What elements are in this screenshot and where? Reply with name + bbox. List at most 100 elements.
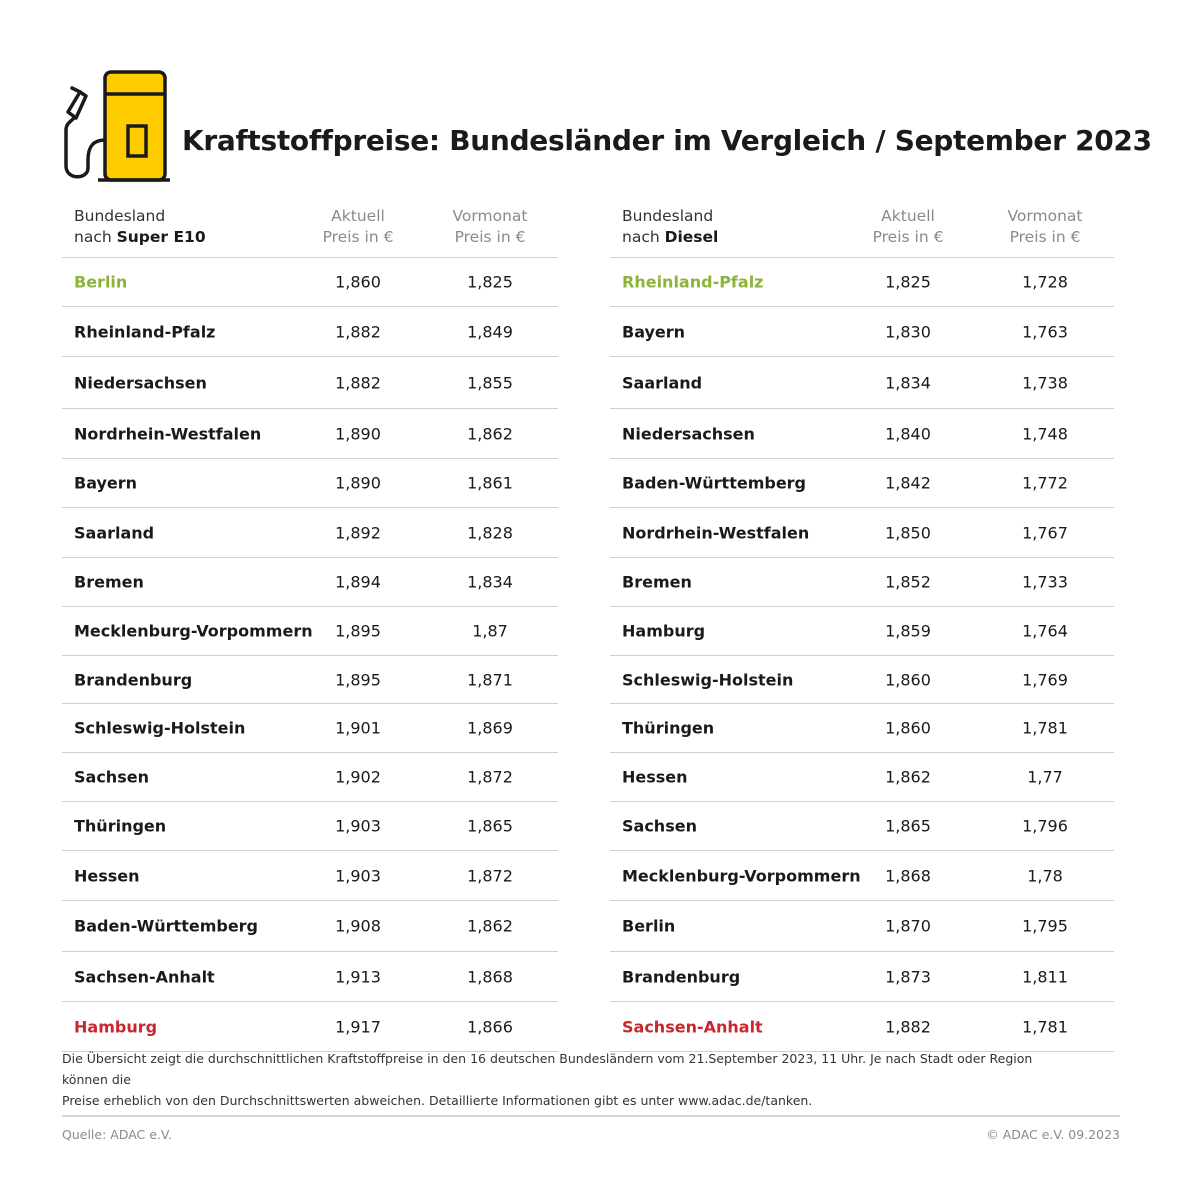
previous-price: 1,869 — [467, 718, 513, 738]
previous-price: 1,733 — [1022, 572, 1068, 592]
table-body: Berlin 1,860 1,825 Rheinland-Pfalz 1,882 1,84… — [62, 258, 558, 1052]
table-row: Mecklenburg-Vorpommern 1,868 1,78 — [610, 851, 1114, 901]
table-row: Saarland 1,834 1,738 — [610, 357, 1114, 409]
table-row: Bayern 1,830 1,763 — [610, 307, 1114, 357]
table-row: Saarland 1,892 1,828 — [62, 508, 558, 558]
table-row: Rheinland-Pfalz 1,882 1,849 — [62, 307, 558, 357]
header-current-line1: Aktuell — [881, 207, 935, 225]
table-row: Thüringen 1,860 1,781 — [610, 704, 1114, 753]
previous-price: 1,748 — [1022, 424, 1068, 443]
current-price: 1,908 — [335, 916, 381, 936]
previous-price: 1,828 — [467, 523, 513, 542]
previous-price: 1,872 — [467, 767, 513, 787]
header-previous-price: Vormonat Preis in € — [430, 206, 550, 248]
table-row: Brandenburg 1,895 1,871 — [62, 656, 558, 704]
table-header: Bundesland nach Super E10 Aktuell Preis … — [62, 200, 558, 258]
previous-price: 1,781 — [1022, 718, 1068, 738]
table-row: Thüringen 1,903 1,865 — [62, 802, 558, 851]
state-name: Hessen — [622, 767, 688, 787]
header-current-price: Aktuell Preis in € — [298, 206, 418, 248]
state-name: Nordrhein-Westfalen — [74, 424, 262, 443]
header-current-line2: Preis in € — [872, 228, 944, 246]
previous-price: 1,763 — [1022, 322, 1068, 341]
table-row: Bremen 1,852 1,733 — [610, 558, 1114, 607]
header-previous-line1: Vormonat — [452, 207, 528, 225]
current-price: 1,830 — [885, 322, 931, 341]
previous-price: 1,767 — [1022, 523, 1068, 542]
previous-price: 1,861 — [467, 473, 513, 493]
current-price: 1,917 — [335, 1017, 381, 1036]
state-name: Mecklenburg-Vorpommern — [74, 621, 313, 641]
current-price: 1,860 — [885, 718, 931, 738]
current-price: 1,882 — [885, 1017, 931, 1036]
table-row: Niedersachsen 1,882 1,855 — [62, 357, 558, 409]
source-label: Quelle: ADAC e.V. — [62, 1127, 172, 1142]
header-current-line1: Aktuell — [331, 207, 385, 225]
state-name: Hessen — [74, 866, 140, 885]
current-price: 1,894 — [335, 572, 381, 592]
table-row: Bremen 1,894 1,834 — [62, 558, 558, 607]
header-bundesland: Bundesland nach Super E10 — [74, 206, 206, 248]
table-row: Schleswig-Holstein 1,901 1,869 — [62, 704, 558, 753]
state-name: Niedersachsen — [622, 424, 755, 443]
table-row: Berlin 1,870 1,795 — [610, 901, 1114, 952]
state-name: Brandenburg — [74, 670, 193, 689]
state-name: Saarland — [74, 523, 155, 542]
state-name: Berlin — [74, 272, 128, 292]
state-name: Bayern — [74, 473, 138, 493]
state-name: Baden-Württemberg — [622, 473, 807, 493]
previous-price: 1,865 — [467, 816, 513, 836]
footnote-line1: Die Übersicht zeigt die durchschnittlich… — [62, 1051, 1033, 1087]
state-name: Thüringen — [622, 718, 715, 738]
fuel-pump-icon — [62, 68, 174, 184]
previous-price: 1,849 — [467, 322, 513, 341]
table-row: Berlin 1,860 1,825 — [62, 258, 558, 307]
current-price: 1,873 — [885, 967, 931, 986]
previous-price: 1,772 — [1022, 473, 1068, 493]
table-row: Sachsen 1,902 1,872 — [62, 753, 558, 802]
current-price: 1,895 — [335, 621, 381, 641]
current-price: 1,902 — [335, 767, 381, 787]
header-label-line1: Bundesland — [74, 207, 166, 225]
header-label-line1: Bundesland — [622, 207, 714, 225]
current-price: 1,903 — [335, 816, 381, 836]
previous-price: 1,781 — [1022, 1017, 1068, 1036]
state-name: Hamburg — [622, 621, 706, 641]
previous-price: 1,738 — [1022, 373, 1068, 392]
state-name: Nordrhein-Westfalen — [622, 523, 810, 542]
table-row: Niedersachsen 1,840 1,748 — [610, 409, 1114, 459]
current-price: 1,870 — [885, 916, 931, 936]
current-price: 1,882 — [335, 373, 381, 392]
previous-price: 1,87 — [472, 621, 508, 641]
table-row: Hessen 1,903 1,872 — [62, 851, 558, 901]
super-e10-table: Bundesland nach Super E10 Aktuell Preis … — [62, 200, 558, 1052]
diesel-table: Bundesland nach Diesel Aktuell Preis in … — [610, 200, 1114, 1052]
previous-price: 1,868 — [467, 967, 513, 986]
current-price: 1,840 — [885, 424, 931, 443]
state-name: Rheinland-Pfalz — [622, 272, 764, 292]
current-price: 1,901 — [335, 718, 381, 738]
table-row: Sachsen 1,865 1,796 — [610, 802, 1114, 851]
state-name: Berlin — [622, 916, 676, 936]
state-name: Bremen — [74, 572, 144, 592]
current-price: 1,860 — [335, 272, 381, 292]
previous-price: 1,834 — [467, 572, 513, 592]
footnote: Die Übersicht zeigt die durchschnittlich… — [62, 1048, 1062, 1111]
state-name: Baden-Württemberg — [74, 916, 259, 936]
header-previous-line1: Vormonat — [1007, 207, 1083, 225]
header-fuel-type: Super E10 — [116, 228, 206, 246]
previous-price: 1,77 — [1027, 767, 1063, 787]
table-row: Schleswig-Holstein 1,860 1,769 — [610, 656, 1114, 704]
table-row: Mecklenburg-Vorpommern 1,895 1,87 — [62, 607, 558, 656]
header-previous-price: Vormonat Preis in € — [985, 206, 1105, 248]
previous-price: 1,871 — [467, 670, 513, 689]
table-row: Bayern 1,890 1,861 — [62, 459, 558, 508]
current-price: 1,865 — [885, 816, 931, 836]
current-price: 1,903 — [335, 866, 381, 885]
page-title: Kraftstoffpreise: Bundesländer im Vergle… — [182, 124, 1152, 157]
previous-price: 1,764 — [1022, 621, 1068, 641]
state-name: Bremen — [622, 572, 692, 592]
previous-price: 1,862 — [467, 424, 513, 443]
current-price: 1,882 — [335, 322, 381, 341]
table-row: Brandenburg 1,873 1,811 — [610, 952, 1114, 1002]
